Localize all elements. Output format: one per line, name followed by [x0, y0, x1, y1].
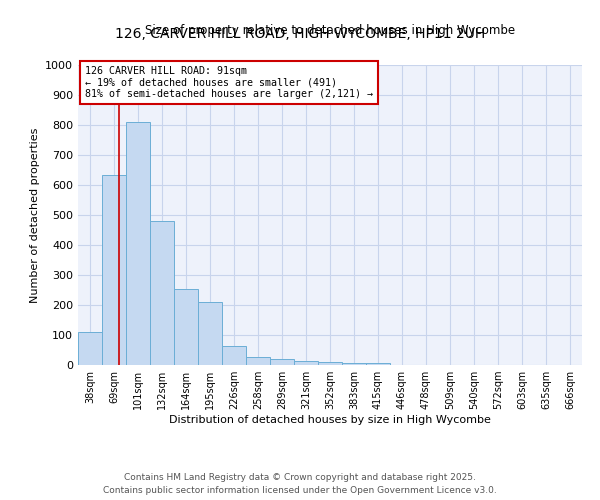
Bar — [246, 356, 270, 365]
Bar — [102, 174, 126, 365]
Bar — [78, 332, 102, 365]
Text: 126 CARVER HILL ROAD: 91sqm
← 19% of detached houses are smaller (491)
81% of se: 126 CARVER HILL ROAD: 91sqm ← 19% of det… — [85, 66, 373, 99]
Title: Size of property relative to detached houses in High Wycombe: Size of property relative to detached ho… — [145, 24, 515, 38]
Bar — [342, 362, 366, 365]
Bar — [198, 302, 222, 365]
X-axis label: Distribution of detached houses by size in High Wycombe: Distribution of detached houses by size … — [169, 415, 491, 425]
Bar — [126, 122, 150, 365]
Bar — [318, 362, 342, 365]
Bar — [294, 361, 318, 365]
Text: Contains HM Land Registry data © Crown copyright and database right 2025.
Contai: Contains HM Land Registry data © Crown c… — [103, 474, 497, 495]
Bar — [174, 288, 198, 365]
Bar — [366, 362, 390, 365]
Bar — [270, 359, 294, 365]
Bar — [150, 221, 174, 365]
Bar — [222, 346, 246, 365]
Y-axis label: Number of detached properties: Number of detached properties — [29, 128, 40, 302]
Text: 126, CARVER HILL ROAD, HIGH WYCOMBE, HP11 2UH: 126, CARVER HILL ROAD, HIGH WYCOMBE, HP1… — [115, 28, 485, 42]
